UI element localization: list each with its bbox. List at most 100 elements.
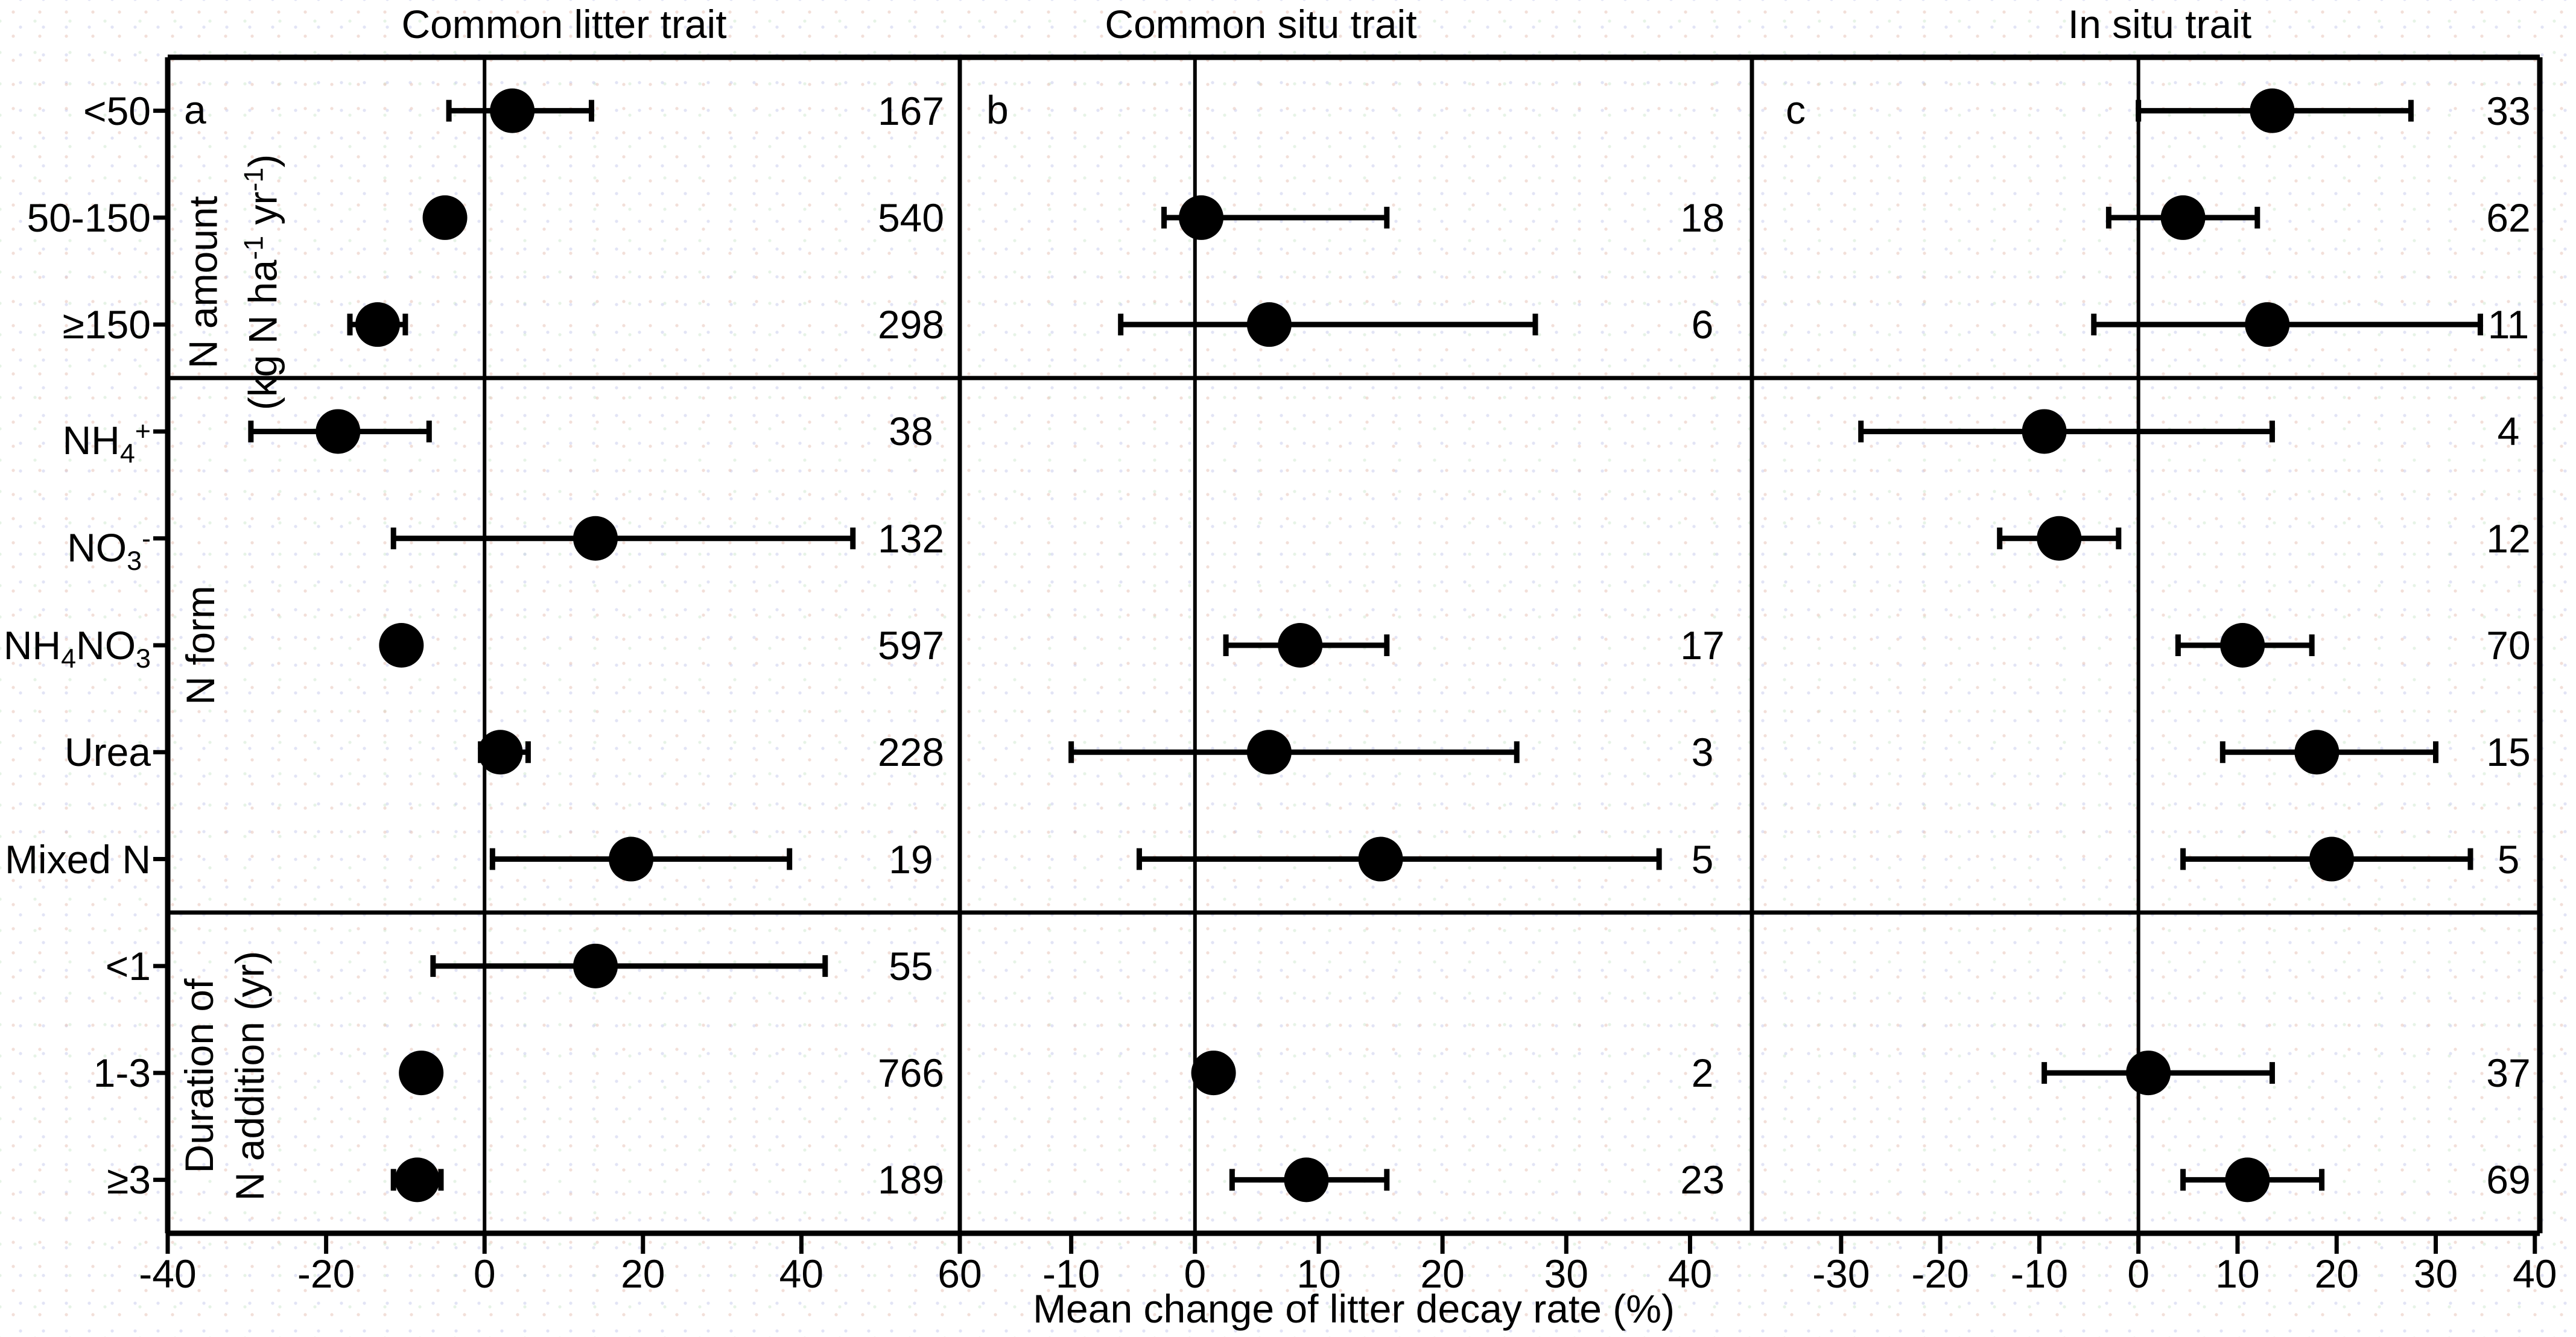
sample-size-label: 597 — [877, 623, 945, 668]
y-row-label: 1-3 — [93, 1051, 151, 1096]
sample-size-label: 38 — [889, 409, 933, 454]
y-group-label-line: N amount — [180, 195, 226, 369]
data-point-dot — [1246, 730, 1292, 775]
sample-size-label: 23 — [1680, 1157, 1725, 1203]
x-tick-label: 20 — [2314, 1251, 2359, 1296]
y-row-label: Urea — [64, 730, 151, 775]
y-row-label: NO3- — [67, 522, 151, 576]
data-point-dot — [316, 409, 361, 454]
subscript: 4 — [61, 643, 77, 674]
y-row-label: ≥3 — [107, 1157, 151, 1203]
x-tick-label: -30 — [1812, 1251, 1870, 1296]
y-group-label-line: Duration of — [177, 978, 221, 1174]
x-tick-label: 40 — [2513, 1251, 2557, 1296]
superscript: -1 — [238, 235, 269, 260]
sample-size-label: 6 — [1691, 302, 1714, 347]
x-tick-label: 20 — [1420, 1251, 1465, 1296]
sample-size-label: 766 — [877, 1051, 945, 1096]
y-row-label: NH4+ — [62, 416, 151, 469]
panel-a-title: Common litter trait — [401, 2, 727, 46]
sample-size-label: 298 — [877, 302, 945, 347]
data-point-dot — [399, 1051, 444, 1096]
sample-size-label: 2 — [1691, 1051, 1714, 1096]
y-group-label: N amount (kg N ha-1 yr-1) — [178, 154, 288, 411]
superscript: - — [142, 522, 151, 554]
sample-size-label: 167 — [877, 88, 945, 133]
x-tick-label: -10 — [2010, 1251, 2069, 1296]
sample-size-label: 18 — [1680, 195, 1725, 240]
y-group-label: N form — [175, 586, 226, 705]
data-point-dot — [379, 623, 424, 668]
y-row-label: 50-150 — [27, 195, 151, 240]
panel-c-title: In situ trait — [2067, 2, 2252, 46]
sample-size-label: 11 — [2487, 302, 2530, 347]
x-tick-label: 30 — [2413, 1251, 2458, 1296]
subscript: 4 — [119, 438, 135, 469]
sample-size-label: 37 — [2486, 1051, 2531, 1096]
data-point-dot — [422, 195, 468, 240]
sample-size-label: 132 — [877, 516, 945, 561]
data-point-dot — [2309, 836, 2355, 882]
data-point-dot — [1246, 302, 1292, 347]
y-group-label: Duration of N addition (yr) — [174, 951, 275, 1201]
sample-size-label: 4 — [2497, 409, 2520, 454]
x-tick-label: 30 — [1544, 1251, 1588, 1296]
x-tick-label: 0 — [2127, 1251, 2150, 1296]
data-point-dot — [2245, 302, 2290, 347]
x-tick-label: 40 — [779, 1251, 824, 1296]
sample-size-label: 70 — [2486, 623, 2531, 668]
data-point-dot — [1358, 836, 1403, 882]
x-tick-label: 60 — [937, 1251, 982, 1296]
panel-b-title: Common situ trait — [1105, 2, 1417, 46]
sample-size-label: 228 — [877, 730, 945, 775]
y-row-label: <1 — [105, 943, 151, 988]
y-row-label: <50 — [83, 88, 151, 133]
panel-b-letter: b — [986, 87, 1009, 132]
y-row-label: Mixed N — [4, 836, 151, 882]
x-tick-label: -10 — [1042, 1251, 1100, 1296]
sample-size-label: 540 — [877, 195, 945, 240]
x-tick-label: 0 — [473, 1251, 496, 1296]
data-point-dot — [573, 516, 618, 561]
x-tick-label: 10 — [1296, 1251, 1341, 1296]
x-tick-label: 40 — [1667, 1251, 1713, 1296]
data-point-dot — [490, 88, 535, 133]
panel-a-letter: a — [184, 87, 206, 132]
data-point-dot — [355, 302, 400, 347]
sample-size-label: 33 — [2486, 88, 2531, 133]
panel-c-letter: c — [1786, 87, 1806, 132]
x-tick-label: 20 — [621, 1251, 665, 1296]
sample-size-label: 12 — [2486, 516, 2531, 561]
y-group-label-line: N addition (yr) — [227, 950, 272, 1201]
sample-size-label: 17 — [1680, 623, 1725, 668]
data-point-dot — [2160, 195, 2206, 240]
sample-size-label: 189 — [877, 1157, 945, 1203]
x-tick-label: 0 — [1184, 1251, 1207, 1296]
data-point-dot — [609, 836, 654, 882]
sample-size-label: 5 — [2497, 836, 2520, 882]
sample-size-label: 19 — [889, 836, 933, 882]
data-point-dot — [478, 730, 523, 775]
sample-size-label: 3 — [1691, 730, 1714, 775]
data-point-dot — [395, 1157, 440, 1203]
sample-size-label: 55 — [889, 943, 933, 988]
superscript: + — [135, 416, 151, 447]
data-point-dot — [1278, 623, 1323, 668]
sample-size-label: 15 — [2486, 730, 2531, 775]
data-point-dot — [1191, 1051, 1236, 1096]
y-row-label: NH4NO3 — [3, 623, 151, 674]
data-point-dot — [2294, 730, 2340, 775]
data-point-dot — [2022, 409, 2067, 454]
x-axis-label: Mean change of litter decay rate (%) — [1033, 1286, 1675, 1331]
subscript: 3 — [127, 545, 142, 576]
data-point-dot — [2250, 88, 2295, 133]
x-tick-label: -40 — [139, 1251, 197, 1296]
sample-size-label: 69 — [2486, 1157, 2531, 1203]
y-group-label-line: N form — [178, 586, 223, 705]
data-point-dot — [1179, 195, 1224, 240]
x-tick-label: -20 — [1911, 1251, 1969, 1296]
data-point-dot — [1284, 1157, 1329, 1203]
x-tick-label: -20 — [297, 1251, 355, 1296]
